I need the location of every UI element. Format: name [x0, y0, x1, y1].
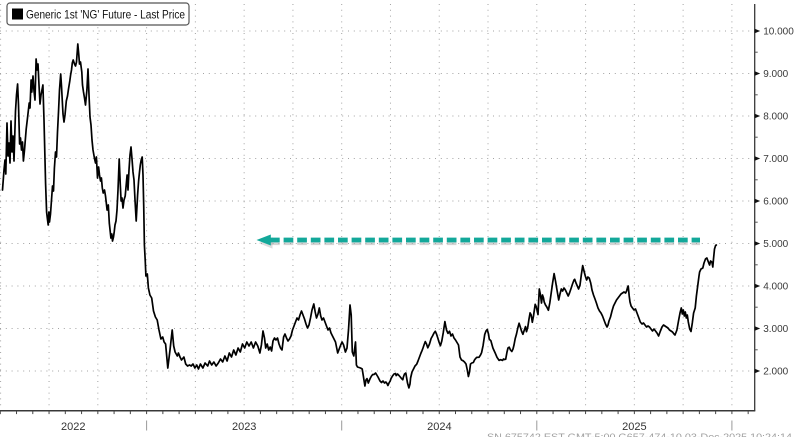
svg-text:5.000: 5.000	[763, 239, 788, 250]
svg-text:9.000: 9.000	[763, 69, 788, 80]
svg-text:6.000: 6.000	[763, 196, 788, 207]
svg-text:2024: 2024	[427, 421, 451, 433]
svg-text:SN 675742 EST GMT-5:00 G657-47: SN 675742 EST GMT-5:00 G657-474-10 03-De…	[487, 432, 792, 437]
svg-text:10.000: 10.000	[763, 26, 794, 37]
svg-text:4.000: 4.000	[763, 281, 788, 292]
svg-text:8.000: 8.000	[763, 111, 788, 122]
svg-text:3.000: 3.000	[763, 324, 788, 335]
svg-text:7.000: 7.000	[763, 154, 788, 165]
svg-text:2022: 2022	[61, 421, 85, 433]
svg-text:Generic 1st 'NG' Future - Last: Generic 1st 'NG' Future - Last Price	[26, 7, 185, 21]
svg-text:2023: 2023	[232, 421, 256, 433]
svg-text:2.000: 2.000	[763, 366, 788, 377]
svg-text:2025: 2025	[622, 421, 646, 433]
